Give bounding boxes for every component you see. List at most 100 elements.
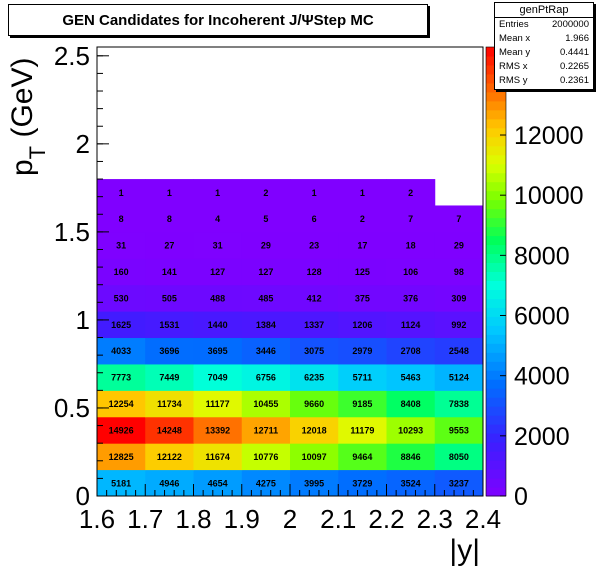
colorbar-segment (486, 253, 506, 264)
cell-label: 31 (116, 241, 126, 251)
stats-box: genPtRap Entries 2000000 Mean x 1.966 Me… (494, 2, 594, 90)
cell-label: 106 (403, 267, 418, 277)
heatmap-cell (241, 416, 291, 444)
colorbar-segment (486, 361, 506, 371)
cell-label: 1124 (401, 320, 421, 330)
cell-label: 4 (215, 214, 220, 224)
x-axis-label: |y| (449, 534, 480, 567)
stats-value: 1.966 (565, 33, 589, 44)
cell-label: 12018 (302, 425, 327, 435)
colorbar-segment (486, 190, 506, 201)
heatmap-cell (338, 284, 387, 312)
colorbar-segment (486, 289, 506, 299)
heatmap-cell (145, 284, 194, 312)
cell-label: 488 (210, 293, 225, 303)
colorbar-segment (486, 325, 506, 335)
colorbar-segment (486, 199, 506, 210)
heatmap-cell (145, 443, 194, 471)
heatmap-cell (145, 390, 194, 418)
heatmap-cell (241, 231, 291, 259)
heatmap-cell (386, 258, 436, 286)
cell-label: 3696 (159, 346, 179, 356)
cell-label: 2979 (352, 346, 372, 356)
heatmap-cell (193, 311, 243, 339)
heatmap-cell (434, 231, 484, 259)
heatmap-cell (193, 443, 243, 471)
heatmap-cell (434, 337, 484, 365)
heatmap-cell (386, 205, 436, 233)
cell-label: 2 (360, 214, 365, 224)
cell-label: 98 (454, 267, 464, 277)
heatmap-cell (193, 258, 243, 286)
cell-label: 1625 (111, 320, 131, 330)
cell-label: 7 (408, 214, 413, 224)
heatmap-cell (241, 443, 291, 471)
heatmap-cell (386, 337, 436, 365)
heatmap-cell (290, 205, 339, 233)
colorbar-segment (486, 451, 506, 461)
colorbar-segment (486, 334, 506, 344)
cell-label: 3075 (304, 346, 324, 356)
cell-label: 4946 (159, 478, 179, 488)
heatmap-cell (290, 179, 339, 206)
colorbar-segment (486, 226, 506, 237)
x-tick-label: 1.8 (175, 504, 211, 534)
cell-label: 9185 (352, 399, 372, 409)
cell-label: 7449 (159, 373, 179, 383)
colorbar-segment (486, 172, 506, 183)
cell-label: 11674 (205, 452, 230, 462)
colorbar-segment (486, 298, 506, 308)
cell-label: 1440 (208, 320, 228, 330)
cell-label: 2708 (401, 346, 421, 356)
cell-label: 1531 (159, 320, 179, 330)
heatmap-cell (290, 416, 339, 444)
heatmap-cell (386, 416, 436, 444)
heatmap-cell (241, 284, 291, 312)
stats-value: 2000000 (552, 19, 589, 30)
cell-label: 12254 (109, 399, 134, 409)
heatmap-cell (338, 363, 387, 391)
cell-label: 1 (167, 188, 172, 198)
stats-value: 0.4441 (559, 47, 589, 58)
heatmap-cell (338, 416, 387, 444)
cell-label: 11177 (206, 399, 230, 409)
heatmap-cell (241, 363, 291, 391)
cell-label: 3995 (304, 478, 324, 488)
cell-label: 29 (261, 241, 271, 251)
heatmap-cell (241, 258, 291, 286)
colorbar-segment (486, 217, 506, 228)
cell-label: 10776 (253, 452, 278, 462)
colorbar-segment (486, 316, 506, 326)
heatmap-cell (338, 205, 387, 233)
cell-label: 309 (451, 293, 466, 303)
cell-label: 5463 (401, 373, 421, 383)
heatmap-cell (97, 311, 146, 339)
heatmap-cell (338, 231, 387, 259)
heatmap-cell (434, 258, 484, 286)
cell-label: 1 (360, 188, 365, 198)
heatmap-cell (386, 231, 436, 259)
heatmap-cell (338, 469, 387, 497)
colorbar-segment (486, 208, 506, 219)
heatmap-cell (386, 469, 436, 497)
colorbar-segment (486, 109, 506, 120)
y-tick-label: 0 (76, 481, 90, 511)
heatmap-cell (386, 311, 436, 339)
heatmap-cell (434, 284, 484, 312)
colorbar-tick-label: 10000 (514, 182, 584, 210)
heatmap-cell (193, 205, 243, 233)
colorbar-segment (486, 469, 506, 479)
cell-label: 8 (119, 214, 124, 224)
cell-label: 530 (114, 293, 129, 303)
heatmap-cell (434, 416, 484, 444)
colorbar-segment (486, 136, 506, 147)
cell-label: 4033 (111, 346, 131, 356)
x-tick-label: 1.7 (127, 504, 163, 534)
colorbar-segment (486, 370, 506, 380)
cell-label: 8408 (401, 399, 421, 409)
heatmap-cell (97, 416, 146, 444)
cell-label: 376 (403, 293, 418, 303)
colorbar-segment (486, 163, 506, 174)
heatmap-cell (97, 179, 146, 206)
cell-label: 5124 (449, 373, 469, 383)
